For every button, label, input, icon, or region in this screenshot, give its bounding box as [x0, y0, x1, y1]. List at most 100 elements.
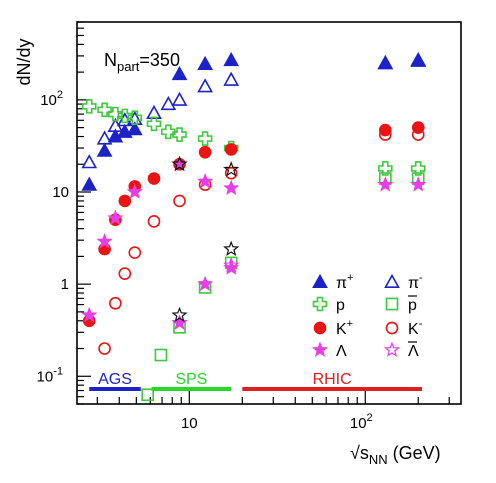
legend-marker	[385, 321, 399, 335]
legend-marker	[385, 297, 399, 311]
data-point	[411, 128, 425, 141]
data-point	[224, 143, 238, 156]
y-tick-label: 10	[52, 184, 69, 201]
energy-range-label: AGS	[98, 371, 132, 388]
data-point	[117, 108, 133, 124]
data-point	[378, 161, 393, 176]
data-point	[161, 124, 176, 140]
legend-label: p	[408, 297, 417, 314]
data-point	[97, 102, 112, 118]
series	[98, 128, 425, 355]
data-point	[223, 259, 240, 275]
legend-marker	[312, 296, 328, 312]
data-point	[171, 306, 188, 323]
data-point	[81, 176, 98, 191]
data-point	[81, 99, 97, 114]
series	[81, 99, 426, 176]
legend-marker	[383, 341, 401, 357]
legend-marker	[313, 321, 327, 335]
data-point	[378, 128, 392, 141]
y-tick-label: 102	[40, 89, 63, 109]
data-point	[223, 179, 240, 196]
data-point	[118, 194, 132, 208]
data-point	[147, 172, 161, 185]
legend-label: Λ	[336, 343, 347, 360]
data-point	[128, 246, 142, 259]
data-series	[81, 51, 427, 402]
data-point	[108, 106, 123, 122]
energy-range-label: SPS	[175, 371, 207, 388]
data-point	[197, 78, 213, 93]
data-point	[171, 155, 188, 172]
data-point	[410, 52, 427, 67]
data-point	[127, 110, 143, 126]
series	[171, 256, 240, 330]
data-point	[378, 123, 392, 137]
energy-ranges: AGS SPS RHIC	[89, 371, 422, 391]
series	[141, 172, 425, 402]
legend-marker	[311, 341, 329, 357]
data-point	[107, 209, 124, 226]
data-point	[109, 296, 122, 310]
series	[81, 51, 427, 191]
data-point	[197, 275, 214, 291]
data-point	[197, 131, 213, 146]
plot-frame	[76, 21, 462, 405]
data-point	[81, 154, 98, 169]
data-point	[96, 233, 113, 249]
data-point	[377, 55, 394, 70]
legend-label: π-	[408, 272, 423, 292]
legend-label: K-	[408, 318, 423, 338]
data-point	[197, 55, 213, 71]
energy-range-label: RHIC	[313, 371, 352, 388]
data-point	[96, 142, 113, 157]
data-point	[98, 342, 111, 355]
y-axis-title: dN/dy	[14, 38, 34, 85]
data-point	[146, 104, 162, 120]
legend-label: p	[336, 297, 345, 314]
data-point	[173, 194, 186, 208]
data-point	[160, 95, 177, 111]
data-point	[377, 55, 394, 70]
data-point	[154, 348, 168, 362]
npart-annotation: Npart=350	[104, 50, 180, 74]
data-point	[172, 127, 187, 142]
data-point	[126, 121, 143, 136]
data-point	[81, 306, 98, 323]
legend-marker	[312, 273, 328, 289]
axis-ticks	[77, 21, 450, 405]
data-point	[223, 240, 240, 256]
axis-labels: 10 102 10-1 1 10 102 dN/dy √sNN (GeV) Npart=350	[14, 38, 441, 467]
data-point	[223, 161, 240, 177]
data-point	[224, 166, 238, 180]
legend-label: Λ	[408, 343, 419, 360]
data-point	[410, 161, 426, 176]
data-point	[410, 176, 427, 192]
data-point	[223, 51, 240, 67]
x-tick-label: 10	[181, 415, 198, 432]
series	[82, 121, 425, 328]
legend-label: π+	[336, 272, 353, 292]
data-point	[377, 176, 394, 192]
data-point	[96, 130, 113, 145]
data-point	[197, 173, 214, 189]
data-point	[146, 116, 162, 132]
data-point	[171, 66, 188, 81]
series	[171, 155, 240, 323]
data-point	[198, 145, 212, 159]
data-point	[223, 71, 240, 86]
data-point	[223, 256, 240, 273]
x-tick-label: 102	[350, 412, 373, 432]
data-point	[171, 314, 188, 330]
data-point	[126, 183, 143, 199]
legend: π+ π-p p K+ K- Λ Λ	[311, 272, 423, 360]
y-tick-label: 1	[61, 276, 69, 293]
legend-marker	[384, 273, 400, 289]
data-point	[147, 215, 161, 228]
data-point	[171, 91, 188, 106]
x-axis-title: √sNN (GeV)	[350, 443, 441, 467]
y-tick-label: 10-1	[37, 365, 63, 385]
data-point	[118, 267, 132, 280]
legend-label: K+	[336, 318, 353, 338]
